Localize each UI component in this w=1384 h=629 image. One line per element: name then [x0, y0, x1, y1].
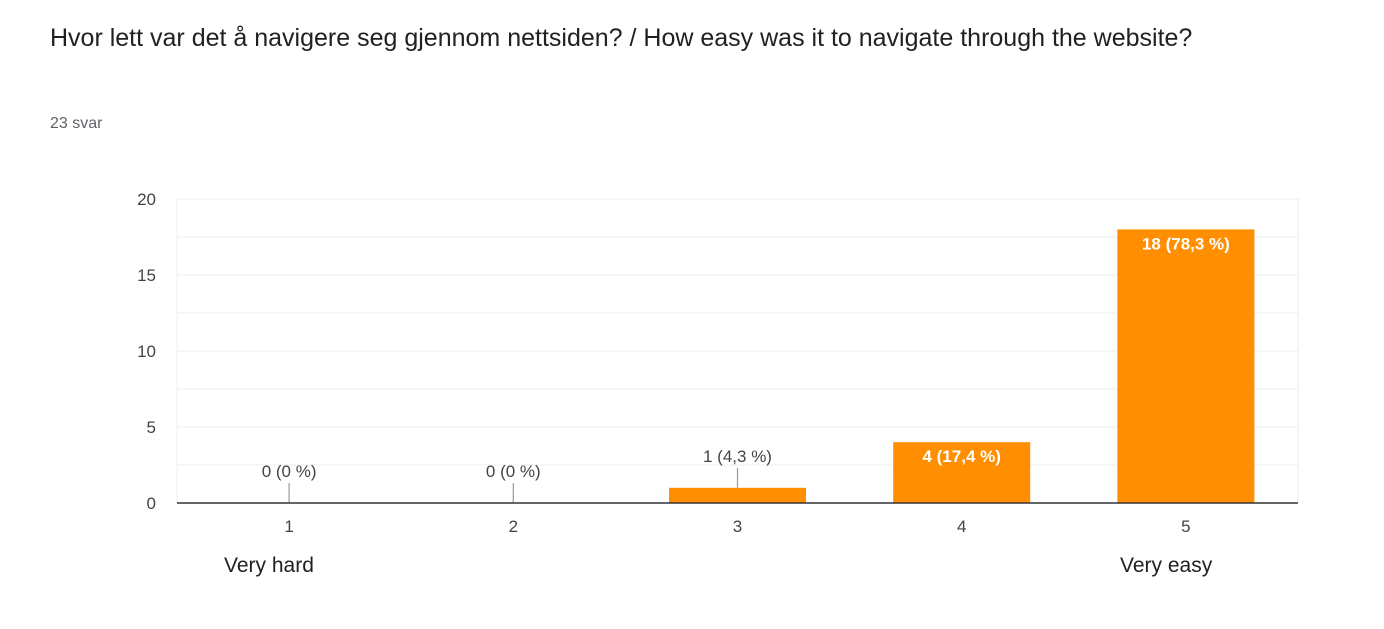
x-axis-ticks: 1 2 3 4 5 — [284, 517, 1190, 536]
bar — [893, 442, 1031, 503]
y-tick-label: 0 — [147, 494, 156, 513]
grid-lines — [176, 198, 1299, 503]
y-tick-label: 5 — [147, 418, 156, 437]
data-label: 1 (4,3 %) — [703, 447, 772, 466]
data-label: 0 (0 %) — [262, 462, 317, 481]
bar — [669, 487, 806, 503]
data-label: 4 (17,4 %) — [922, 447, 1000, 466]
y-tick-label: 20 — [137, 190, 156, 209]
data-labels: 0 (0 %) 0 (0 %) 1 (4,3 %) 4 (17,4 %) 18 (78,… — [262, 234, 1230, 503]
data-label: 0 (0 %) — [486, 462, 541, 481]
y-tick-label: 15 — [137, 266, 156, 285]
x-tick-label: 4 — [957, 517, 966, 536]
x-tick-label: 3 — [733, 517, 742, 536]
scale-label-low: Very hard — [224, 554, 314, 577]
y-tick-label: 10 — [137, 342, 156, 361]
bar — [1117, 229, 1255, 503]
x-tick-label: 2 — [509, 517, 518, 536]
data-label: 18 (78,3 %) — [1142, 234, 1230, 253]
question-title: Hvor lett var det å navigere seg gjennom… — [50, 24, 1193, 52]
x-tick-label: 1 — [284, 517, 293, 536]
response-count: 23 svar — [50, 115, 103, 132]
bars — [669, 229, 1255, 503]
y-axis-ticks: 0 5 10 15 20 — [137, 190, 156, 513]
x-tick-label: 5 — [1181, 517, 1190, 536]
scale-label-high: Very easy — [1120, 554, 1213, 577]
